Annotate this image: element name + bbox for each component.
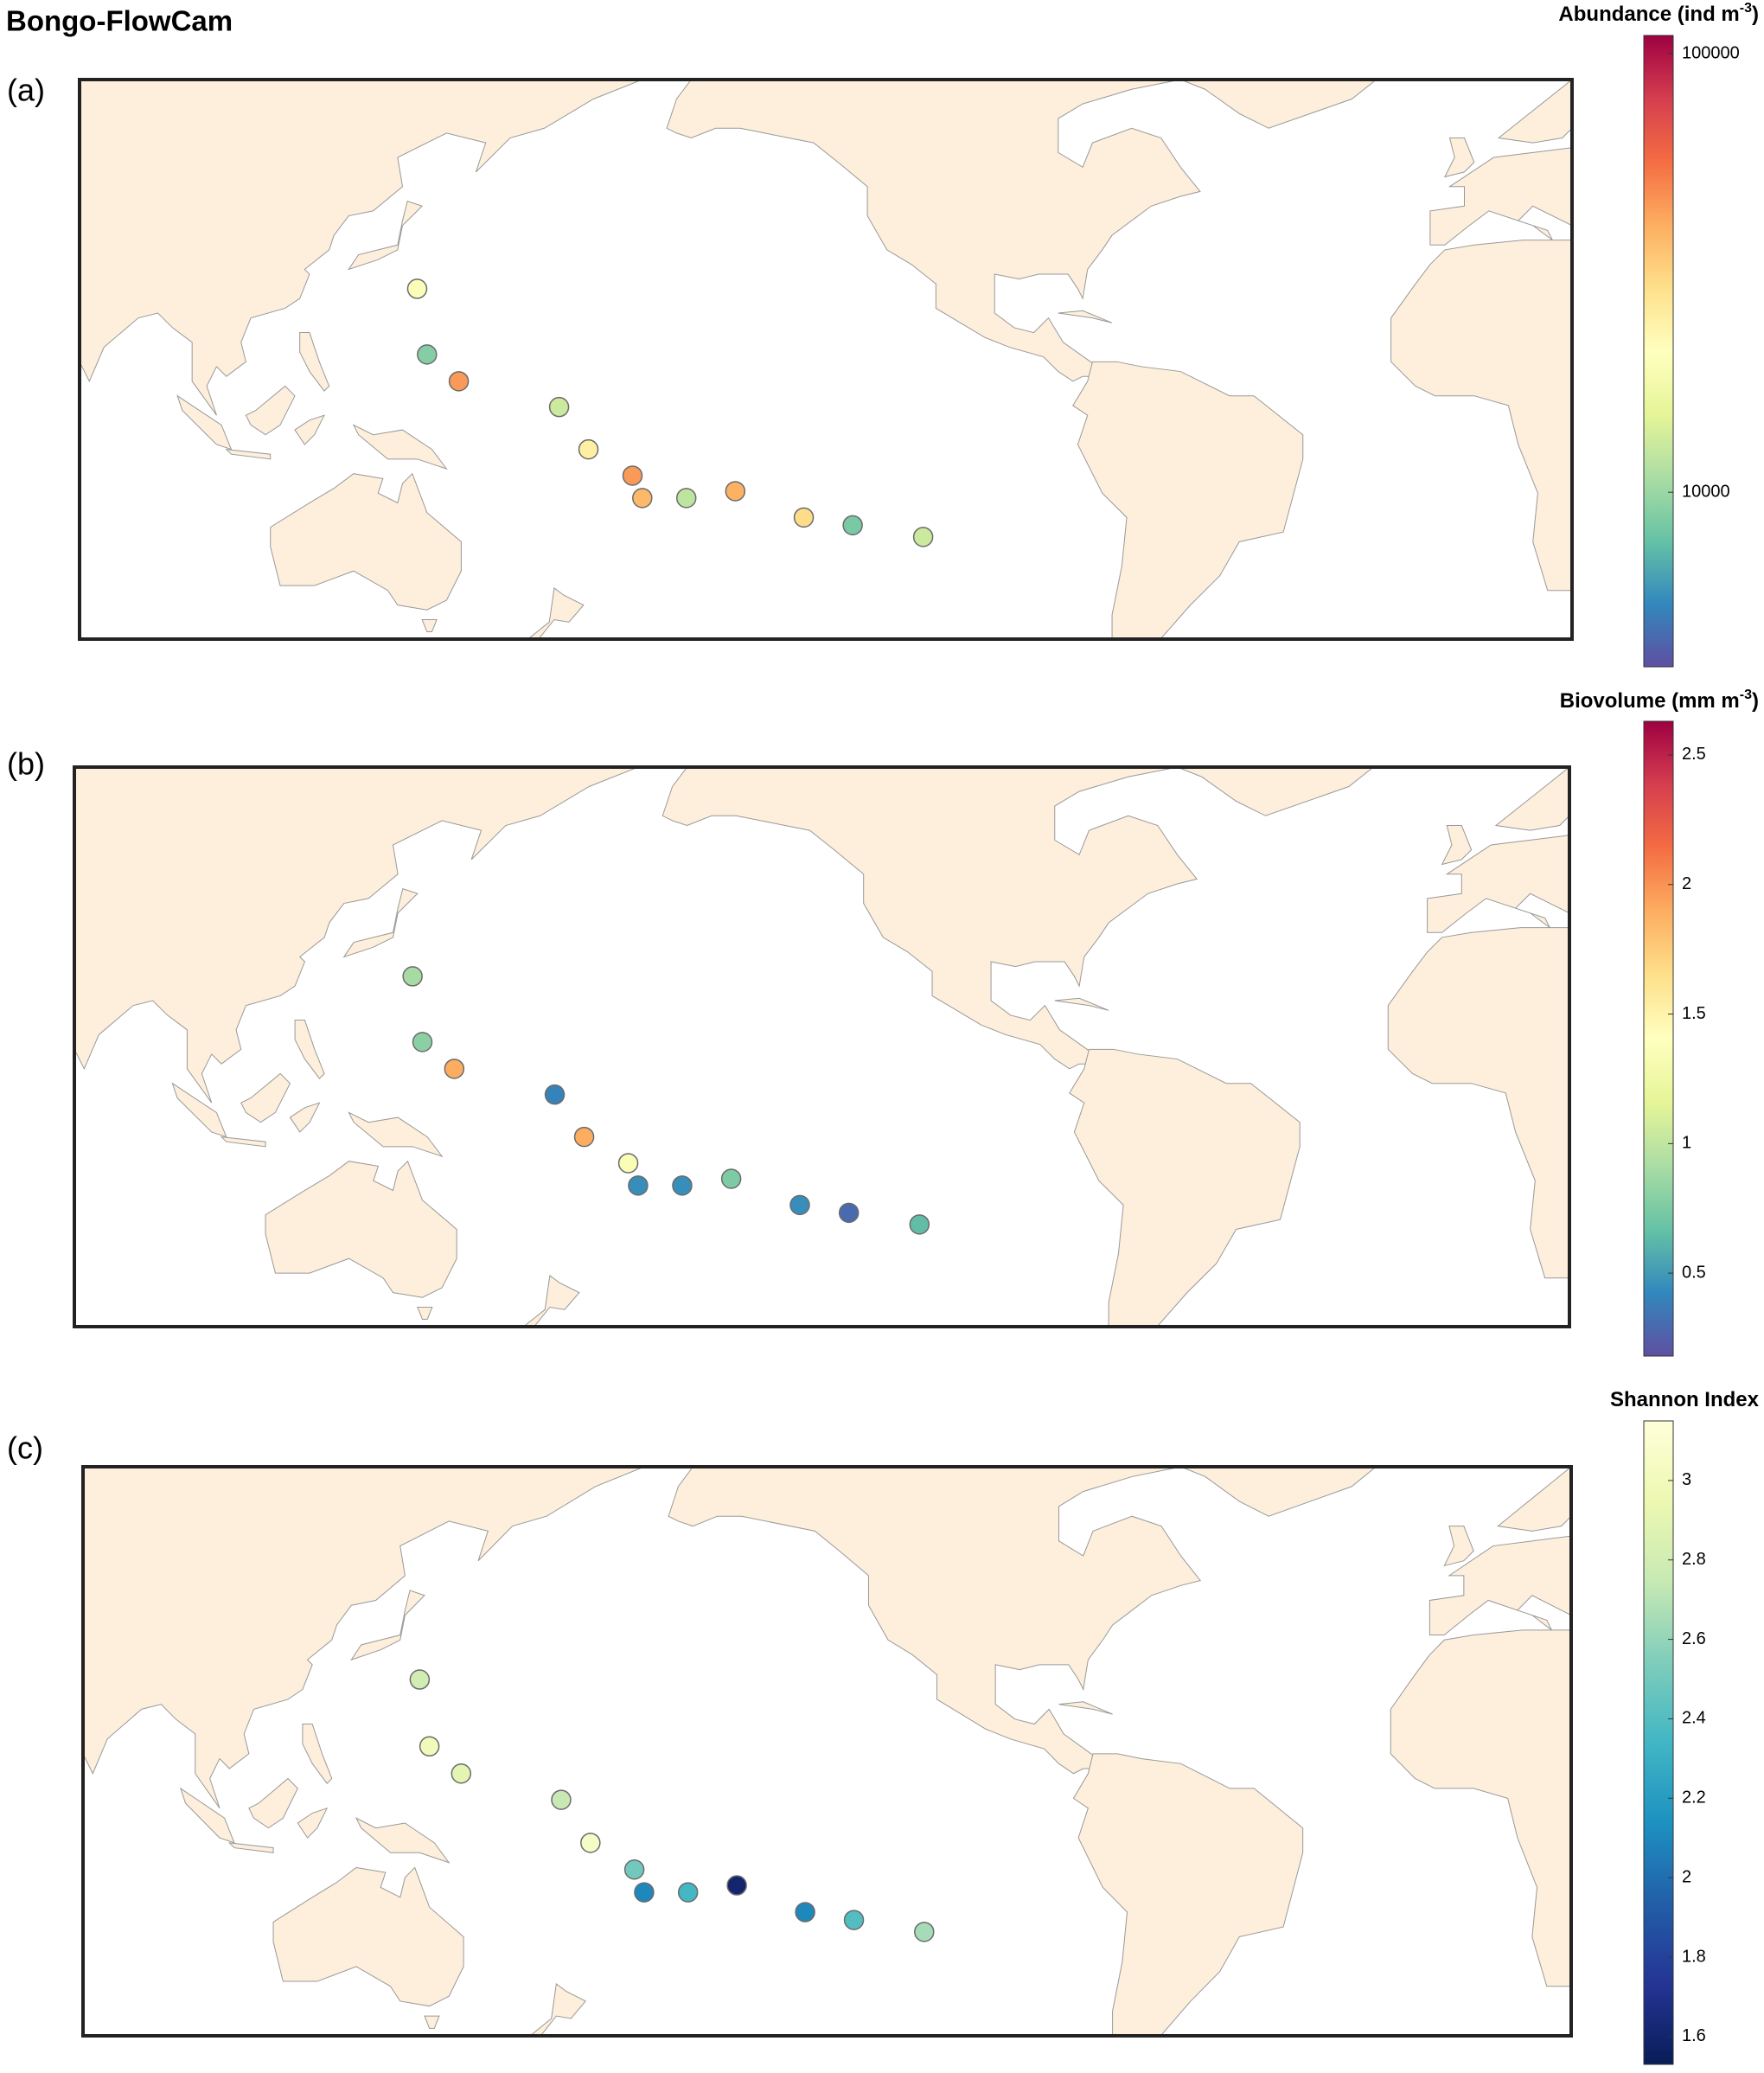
colorbar-tick-label: 2.4 xyxy=(1682,1709,1706,1728)
station xyxy=(672,1175,693,1196)
station xyxy=(451,1763,472,1784)
station xyxy=(843,1910,865,1930)
station xyxy=(623,1859,645,1880)
land xyxy=(80,80,1572,644)
colorbar-title: Biovolume (mm m-3) xyxy=(1560,688,1759,713)
station xyxy=(789,1194,810,1216)
station xyxy=(912,527,934,547)
colorbar-tick-label: 2.6 xyxy=(1682,1629,1706,1648)
colorbar xyxy=(1643,35,1674,668)
colorbar-title: Shannon Index xyxy=(1610,1388,1760,1411)
station xyxy=(551,1789,572,1810)
colorbar-tick-label: 1.6 xyxy=(1682,2026,1706,2045)
station xyxy=(838,1202,860,1224)
station xyxy=(795,1902,815,1923)
colorbar-tick-label: 2 xyxy=(1682,1867,1691,1886)
colorbar-title: Abundance (ind m-3) xyxy=(1558,1,1759,27)
panel-label: (c) xyxy=(7,1430,43,1466)
station xyxy=(417,344,438,365)
colorbar-tick-label: 0.5 xyxy=(1682,1263,1706,1282)
colorbar-title-part: ) xyxy=(1752,689,1759,713)
station xyxy=(632,488,653,509)
station xyxy=(444,1059,465,1079)
station xyxy=(578,438,599,460)
station xyxy=(580,1833,601,1853)
panel-label: (b) xyxy=(7,746,45,782)
map xyxy=(80,80,1572,644)
colorbar-title-part: -3 xyxy=(1740,688,1752,702)
colorbar xyxy=(1643,720,1674,1357)
station xyxy=(409,1669,431,1690)
map xyxy=(74,767,1569,1332)
station xyxy=(617,1153,639,1174)
colorbar-title-part: Biovolume (mm m xyxy=(1560,689,1740,713)
colorbar-tick-label: 2.8 xyxy=(1682,1550,1706,1569)
map-frame xyxy=(81,1465,1573,2038)
station xyxy=(634,1882,655,1903)
colorbar-title-part: ) xyxy=(1752,3,1759,26)
colorbar-tick-label: 3 xyxy=(1682,1470,1691,1489)
colorbar-title-part: -3 xyxy=(1740,1,1752,16)
colorbar-title-part: Abundance (ind m xyxy=(1558,3,1739,26)
colorbar-tick-label: 1 xyxy=(1682,1134,1691,1153)
colorbar-tick-label: 10000 xyxy=(1682,482,1730,501)
station xyxy=(677,1882,699,1903)
panel-label: (a) xyxy=(7,73,45,108)
map xyxy=(83,1467,1571,2041)
map-frame xyxy=(73,765,1571,1328)
figure-title: Bongo-FlowCam xyxy=(6,5,233,37)
station xyxy=(675,488,697,509)
station xyxy=(842,515,863,536)
colorbar-tick-label: 100000 xyxy=(1682,43,1740,62)
station xyxy=(448,371,470,392)
station xyxy=(914,1922,935,1942)
station xyxy=(793,507,815,528)
station xyxy=(622,465,643,486)
colorbar-tick-label: 1.8 xyxy=(1682,1947,1706,1966)
station xyxy=(548,396,570,418)
colorbar-tick-label: 2.5 xyxy=(1682,745,1706,764)
station xyxy=(726,1875,747,1896)
map-frame xyxy=(78,78,1574,641)
station xyxy=(909,1214,930,1235)
colorbar xyxy=(1643,1420,1674,2065)
station xyxy=(412,1032,433,1052)
station xyxy=(720,1168,742,1189)
colorbar-tick-label: 2.2 xyxy=(1682,1788,1706,1807)
station xyxy=(419,1736,440,1757)
station xyxy=(628,1175,649,1196)
station xyxy=(725,481,746,502)
land xyxy=(83,1467,1571,2041)
station xyxy=(544,1084,566,1105)
station xyxy=(573,1126,595,1148)
colorbar-tick-label: 2 xyxy=(1682,874,1691,893)
station xyxy=(402,966,423,987)
colorbar-tick-label: 1.5 xyxy=(1682,1004,1706,1023)
colorbar-title-part: Shannon Index xyxy=(1610,1388,1760,1411)
land xyxy=(74,767,1569,1332)
station xyxy=(406,278,428,299)
